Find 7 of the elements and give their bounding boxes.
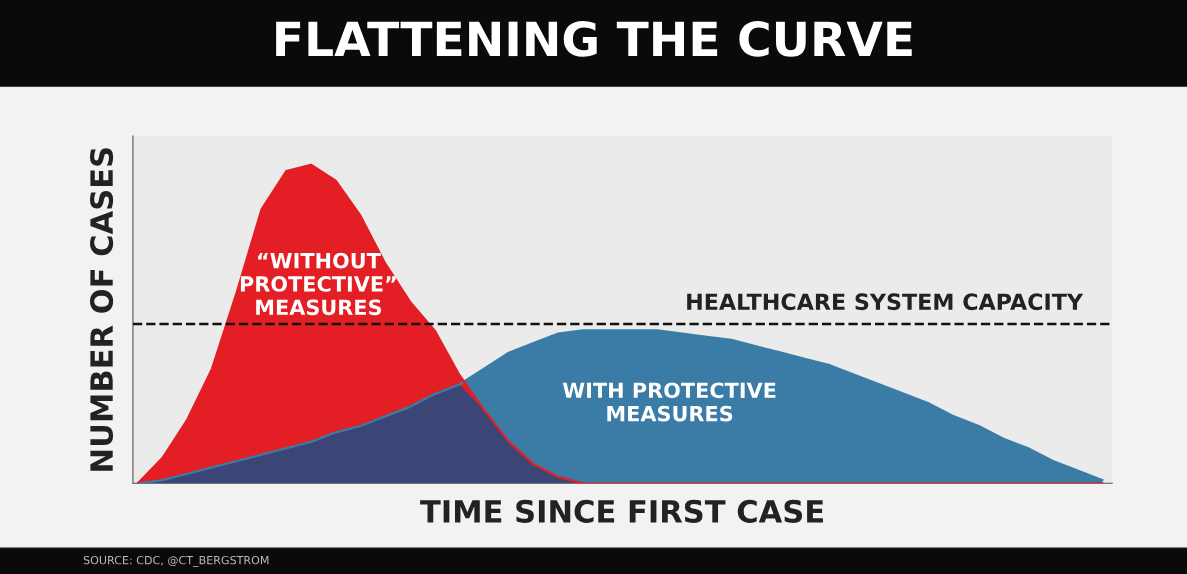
y-axis-title: NUMBER OF CASES bbox=[90, 148, 114, 471]
series-label: “WITHOUT PROTECTIVE” MEASURES bbox=[240, 252, 396, 316]
x-axis-title: TIME SINCE FIRST CASE bbox=[420, 499, 823, 523]
ref-line-label: HEALTHCARE SYSTEM CAPACITY bbox=[687, 293, 1084, 311]
chart-title: FLATTENING THE CURVE bbox=[276, 21, 912, 57]
source-note: SOURCE: CDC, @CT_BERGSTROM bbox=[83, 555, 269, 567]
series-label: WITH PROTECTIVE MEASURES bbox=[562, 382, 776, 422]
